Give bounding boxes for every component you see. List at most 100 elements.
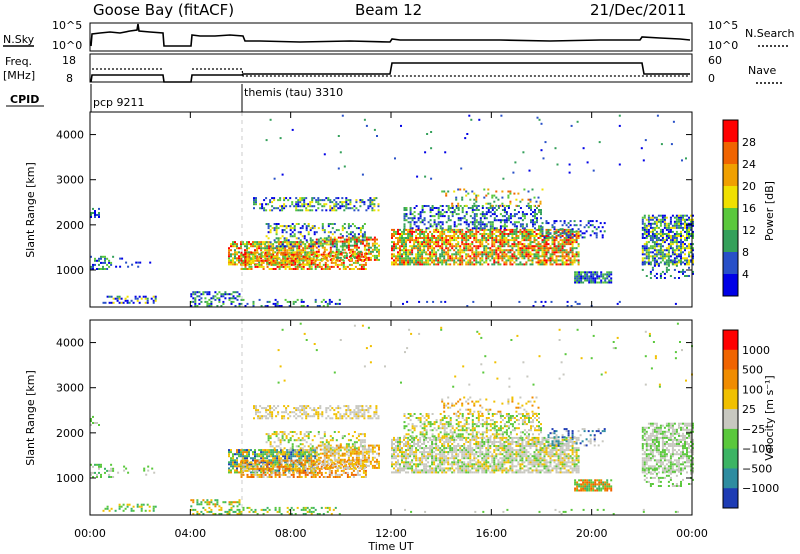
velocity-echo-cell [106,507,109,510]
power-echo-cell [475,259,478,262]
power-echo-cell [686,263,688,266]
power-echo-cell [244,243,246,246]
velocity-echo-cell [244,455,246,458]
power-echo-cell [302,305,305,307]
power-echo-cell [325,256,328,259]
velocity-echo-cell [258,449,261,452]
power-echo-cell [407,253,410,256]
power-echo-cell [561,235,564,237]
power-echo-cell [415,235,418,237]
power-echo-cell [457,249,460,252]
power-echo-cell [515,245,518,248]
power-echo-cell [651,259,654,262]
power-echo-cell [270,249,273,252]
power-echo-cell [608,281,611,284]
velocity-echo-cell [278,469,281,472]
power-echo-cell [690,220,692,223]
power-echo-cell [278,305,281,307]
power-echo-cell [481,215,484,218]
power-echo-cell [513,255,516,258]
power-echo-cell [242,261,245,264]
power-echo-cell [511,243,514,246]
power-echo-cell [433,249,436,252]
power-echo-cell [421,259,424,262]
power-echo-cell [557,228,560,231]
power-echo-cell [487,188,490,191]
power-echo-cell [457,202,460,205]
power-echo-cell [294,253,297,256]
power-echo-cell [312,259,315,262]
power-echo-cell [264,305,267,307]
power-echo-cell [583,232,586,235]
power-echo-cell [527,235,530,237]
power-echo-cell [433,230,436,233]
power-echo-cell [300,300,303,303]
power-echo-cell [531,228,534,231]
velocity-echo-cell [260,465,263,468]
power-echo-cell [661,255,664,258]
power-echo-cell [282,245,285,248]
power-echo-cell [300,263,303,266]
power-echo-cell [302,247,305,250]
power-echo-cell [542,157,545,160]
power-echo-cell [337,252,340,255]
power-echo-cell [519,253,522,256]
velocity-echo-cell [262,453,265,456]
power-echo-cell [116,297,119,300]
velocity-echo-cell [234,463,236,466]
power-echo-cell [317,240,320,243]
power-echo-cell [297,201,300,204]
freq-tick-top: 18 [62,54,76,67]
power-echo-cell [449,228,452,231]
power-echo-cell [339,151,342,154]
power-echo-cell [403,251,405,254]
power-echo-cell [269,231,272,234]
power-echo-cell [292,243,295,246]
power-echo-cell [557,259,560,262]
power-echo-cell [671,226,674,229]
power-echo-cell [513,223,516,226]
power-echo-cell [545,222,548,225]
power-echo-cell [339,236,342,239]
power-echo-cell [403,219,406,222]
power-echo-cell [299,197,302,200]
power-echo-cell [304,243,307,246]
power-echo-cell [532,211,534,214]
power-echo-cell [678,253,680,256]
velocity-echo-cell [228,471,230,474]
power-echo-cell [481,243,484,246]
power-echo-cell [250,245,252,248]
power-echo-cell [575,241,578,244]
power-echo-cell [671,214,674,217]
velocity-echo-cell [292,463,295,466]
power-echo-cell [252,261,255,264]
power-echo-cell [447,227,450,230]
velocity-echo-cell [290,459,293,462]
power-echo-cell [449,245,452,248]
power-echo-cell [584,279,587,282]
power-echo-cell [325,209,328,212]
power-echo-cell [435,225,438,228]
power-echo-cell [447,247,450,250]
power-echo-cell [329,205,332,208]
power-echo-cell [523,230,526,233]
power-echo-cell [286,251,289,254]
velocity-echo-cell [244,469,247,472]
power-echo-cell [667,233,670,235]
power-echo-cell [545,228,548,231]
power-echo-cell [493,243,496,246]
power-echo-cell [417,225,420,228]
power-echo-cell [567,243,570,246]
power-echo-cell [248,261,251,264]
power-echo-cell [522,151,525,154]
power-echo-cell [439,213,442,216]
power-echo-cell [351,250,354,253]
power-echo-cell [475,241,478,244]
power-echo-cell [258,257,261,260]
power-echo-cell [537,247,540,250]
power-echo-cell [222,295,225,298]
power-echo-cell [421,241,424,244]
power-echo-cell [580,277,583,280]
power-echo-cell [481,251,484,254]
power-y-tick-label: 4000 [56,129,84,142]
